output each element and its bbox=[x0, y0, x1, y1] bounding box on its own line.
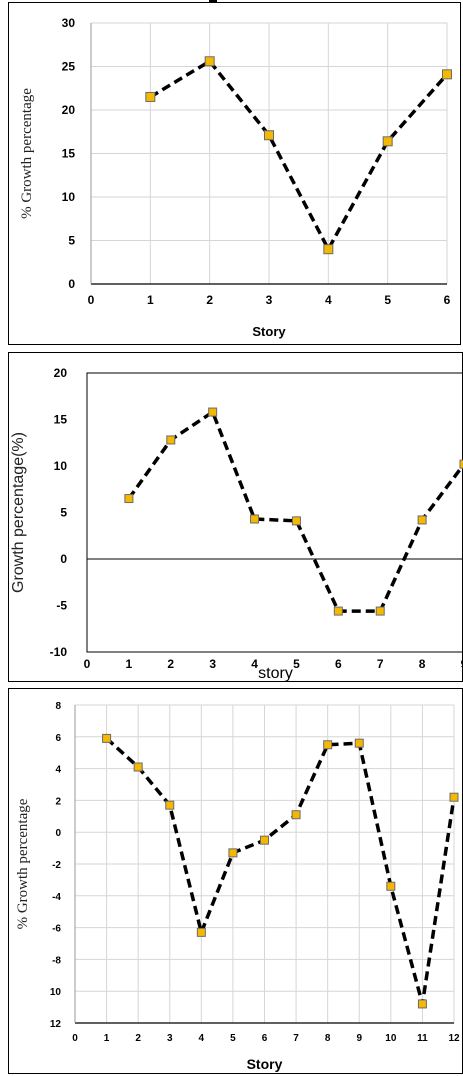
data-point-marker bbox=[333, 606, 343, 616]
x-tick-label: 6 bbox=[262, 1033, 268, 1044]
data-point-marker bbox=[166, 435, 176, 445]
y-tick-label: -4 bbox=[52, 892, 61, 903]
data-point-marker bbox=[459, 459, 463, 469]
data-point-marker bbox=[291, 516, 301, 526]
x-tick-label: 6 bbox=[335, 657, 342, 671]
data-point-marker bbox=[102, 733, 112, 743]
data-point-marker bbox=[165, 800, 175, 810]
chart-panel-3: 0 1 2 3 4 5 6 7 8 9 10 11 12 12 10 -8 -6 -4 -2 0 2 4 6 8 Story% … bbox=[8, 688, 463, 1074]
y-tick-label: -6 bbox=[52, 924, 61, 935]
data-point-marker bbox=[145, 91, 156, 102]
y-tick-label: 4 bbox=[55, 765, 61, 776]
data-point-marker bbox=[417, 999, 427, 1009]
y-tick-label: 30 bbox=[62, 16, 76, 30]
data-point-marker bbox=[386, 881, 396, 891]
data-point-marker bbox=[264, 130, 274, 141]
x-tick-label: 9 bbox=[356, 1033, 362, 1044]
x-tick-label: 2 bbox=[167, 657, 174, 671]
x-tick-label: 3 bbox=[209, 657, 216, 671]
data-point-marker bbox=[260, 835, 269, 845]
x-axis-title: Story bbox=[252, 324, 286, 339]
y-tick-label: 5 bbox=[68, 234, 75, 248]
x-tick-label: 8 bbox=[419, 657, 426, 671]
data-point-marker bbox=[204, 56, 215, 67]
data-point-marker bbox=[354, 738, 364, 748]
x-tick-label: 4 bbox=[251, 657, 258, 671]
y-tick-label: -5 bbox=[56, 599, 67, 613]
x-tick-label: 11 bbox=[417, 1033, 428, 1044]
y-tick-label: 2 bbox=[55, 796, 61, 807]
growth-chart-1: 0 1 2 3 4 5 6 0 5 10 15 20 25 30 Story % Growth percent… bbox=[19, 16, 452, 339]
x-tick-label: 8 bbox=[325, 1033, 331, 1044]
y-tick-label: -8 bbox=[52, 955, 61, 966]
data-point-marker bbox=[382, 136, 393, 147]
x-tick-label: 9 bbox=[461, 657, 463, 671]
chart-panel-1: 0 1 2 3 4 5 6 0 5 10 15 20 25 30 Story % Growth percent… bbox=[8, 0, 461, 345]
y-axis-title: Growth percentage(%) bbox=[10, 432, 27, 593]
y-tick-label: 0 bbox=[55, 828, 61, 839]
x-tick-label: 2 bbox=[135, 1033, 141, 1044]
y-tick-label: 15 bbox=[62, 147, 76, 161]
data-point-marker bbox=[449, 792, 459, 802]
x-tick-label: 4 bbox=[199, 1033, 205, 1044]
plot-frame bbox=[86, 372, 463, 653]
x-tick-label: 1 bbox=[147, 293, 154, 307]
y-tick-label: 20 bbox=[62, 103, 76, 117]
data-point-marker bbox=[196, 927, 206, 937]
y-tick-label: 10 bbox=[54, 459, 68, 473]
x-tick-label: 10 bbox=[385, 1033, 397, 1044]
y-tick-label: -10 bbox=[50, 645, 68, 659]
y-axis-title: % Growth percentage bbox=[15, 798, 31, 929]
cropped-title-fragment bbox=[9, 0, 460, 4]
x-tick-label: 4 bbox=[325, 293, 332, 307]
series-line bbox=[127, 410, 463, 613]
x-tick-label: 1 bbox=[126, 657, 133, 671]
x-tick-label: 5 bbox=[293, 657, 300, 671]
data-point-marker bbox=[208, 407, 218, 417]
x-tick-label: 6 bbox=[444, 293, 451, 307]
x-axis-title: story bbox=[258, 665, 293, 682]
y-tick-label: 10 bbox=[50, 987, 62, 998]
data-point-marker bbox=[250, 514, 260, 524]
x-tick-label: 2 bbox=[206, 293, 213, 307]
series-line bbox=[149, 59, 449, 251]
data-point-marker bbox=[124, 494, 134, 504]
y-tick-label: 5 bbox=[60, 506, 67, 520]
y-tick-label: 6 bbox=[55, 733, 61, 744]
x-tick-label: 12 bbox=[448, 1033, 460, 1044]
x-tick-label: 0 bbox=[72, 1033, 78, 1044]
y-axis-title: % Growth percentage bbox=[19, 88, 35, 219]
data-point-marker bbox=[417, 515, 427, 525]
x-tick-label: 7 bbox=[293, 1033, 299, 1044]
y-tick-label: -2 bbox=[52, 860, 61, 871]
growth-chart-3: 0 1 2 3 4 5 6 7 8 9 10 11 121210-8-6-4-202468Story% … bbox=[15, 701, 460, 1072]
x-tick-label: 5 bbox=[384, 293, 391, 307]
y-tick-label: 0 bbox=[68, 277, 75, 291]
data-point-marker bbox=[323, 244, 334, 255]
data-point-marker bbox=[133, 762, 143, 772]
growth-chart-2: 0 1 2 3 4 5 6 7 8 9 -10 -5 0 5 10 15 20 story Growth perce… bbox=[10, 366, 463, 682]
data-point-marker bbox=[442, 69, 452, 80]
y-tick-label: 10 bbox=[62, 190, 76, 204]
x-tick-label: 0 bbox=[84, 657, 91, 671]
x-tick-label: 3 bbox=[266, 293, 273, 307]
y-tick-label: 8 bbox=[55, 701, 61, 712]
x-tick-label: 3 bbox=[167, 1033, 173, 1044]
y-tick-label: 15 bbox=[54, 413, 68, 427]
data-point-marker bbox=[291, 810, 301, 820]
y-tick-label: 0 bbox=[60, 552, 67, 566]
x-tick-label: 5 bbox=[230, 1033, 236, 1044]
x-tick-label: 0 bbox=[88, 293, 95, 307]
series-line bbox=[105, 737, 456, 1006]
data-point-marker bbox=[375, 606, 385, 616]
y-tick-label: 25 bbox=[62, 60, 76, 74]
x-axis-title: Story bbox=[247, 1056, 283, 1072]
chart-panel-2: 0 1 2 3 4 5 6 7 8 9 -10 -5 0 5 10 15 20 story Growth perce… bbox=[8, 352, 463, 682]
data-point-marker bbox=[323, 740, 333, 750]
y-tick-label: 12 bbox=[50, 1019, 62, 1030]
data-point-marker bbox=[228, 848, 238, 858]
y-tick-label: 20 bbox=[54, 366, 68, 380]
x-tick-label: 7 bbox=[377, 657, 384, 671]
x-tick-label: 1 bbox=[104, 1033, 110, 1044]
